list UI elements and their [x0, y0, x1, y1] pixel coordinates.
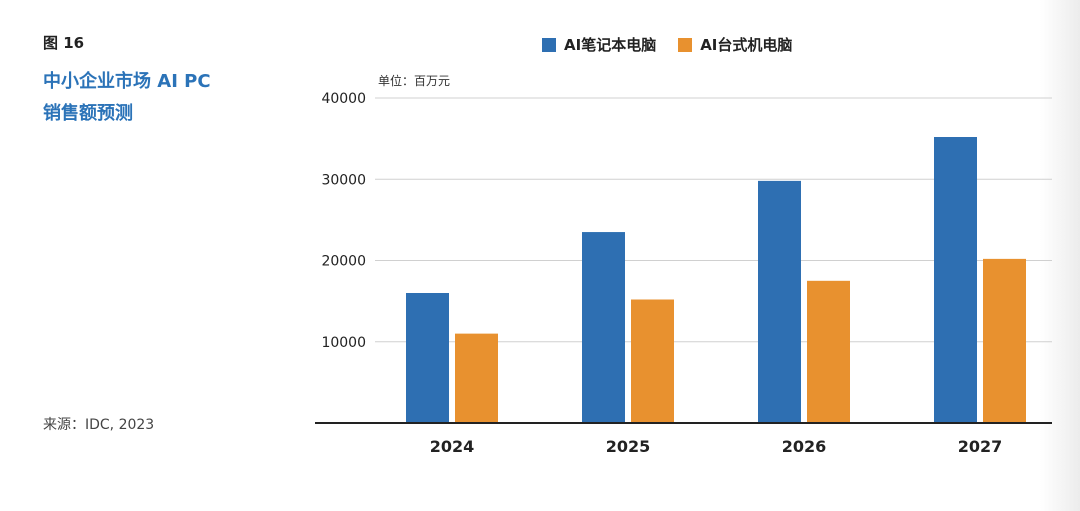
page-edge-shadow	[1040, 0, 1080, 511]
bar-notebook-2026	[758, 180, 801, 423]
legend-swatch-notebook	[542, 37, 556, 52]
legend-swatch-desktop	[678, 37, 693, 52]
figure-label: 图 16	[43, 34, 85, 52]
x-tick-label: 2025	[606, 437, 651, 456]
chart-title-line-1: 中小企业市场 AI PC	[43, 71, 211, 92]
y-tick-label: 30000	[321, 172, 366, 188]
x-tick-label: 2024	[430, 437, 475, 456]
x-tick-label: 2027	[958, 437, 1003, 456]
bar-notebook-2027	[934, 137, 977, 423]
bar-desktop-2026	[807, 280, 850, 423]
y-tick-label: 20000	[321, 254, 366, 270]
legend-label-desktop: AI台式机电脑	[700, 36, 793, 54]
chart-title: 中小企业市场 AI PC 销售额预测	[43, 66, 263, 130]
bar-desktop-2027	[983, 258, 1026, 423]
unit-label: 单位：百万元	[378, 74, 451, 88]
y-tick-label: 40000	[321, 91, 366, 107]
legend-item-desktop: AI台式机电脑	[678, 34, 792, 55]
bar-desktop-2025	[631, 299, 674, 423]
chart-legend: AI笔记本电脑 AI台式机电脑	[542, 34, 814, 55]
bar-notebook-2025	[582, 232, 625, 423]
x-tick-label: 2026	[782, 437, 827, 456]
chart-title-line-2: 销售额预测	[43, 103, 133, 124]
bar-desktop-2024	[455, 333, 498, 423]
bar-notebook-2024	[406, 293, 449, 423]
y-tick-label: 10000	[321, 335, 366, 351]
legend-label-notebook: AI笔记本电脑	[564, 36, 657, 54]
source-note: 来源：IDC, 2023	[43, 417, 155, 433]
legend-item-notebook: AI笔记本电脑	[542, 34, 656, 55]
